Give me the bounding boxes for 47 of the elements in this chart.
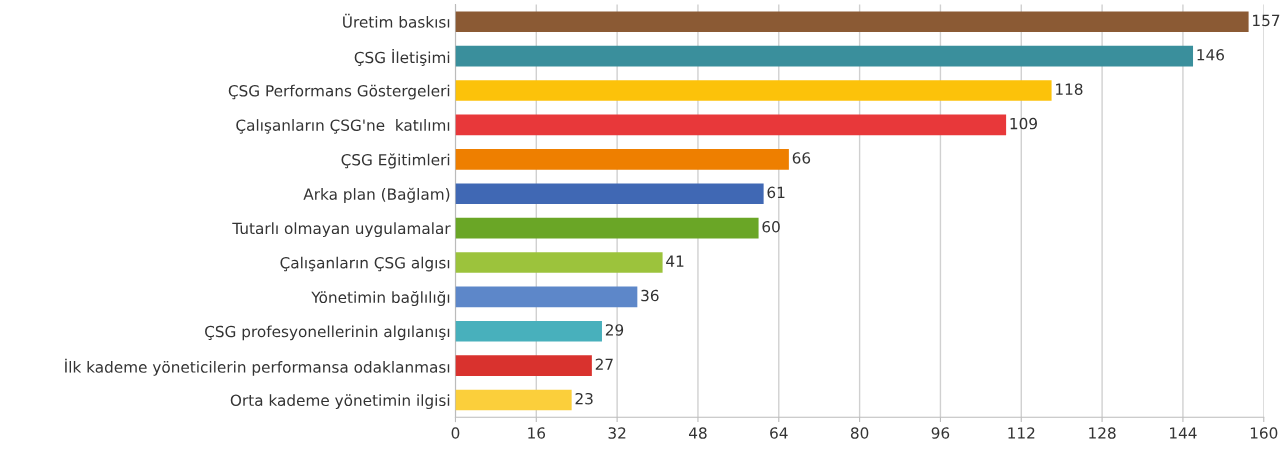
- x-tick-label: 32: [608, 427, 626, 439]
- data-label: 41: [666, 255, 684, 267]
- x-tick-label: 144: [1170, 427, 1197, 439]
- data-label: 29: [605, 324, 624, 336]
- y-tick-label: Çalışanların ÇSG'ne katılımı: [236, 119, 450, 134]
- y-tick-label: Tutarlı olmayan uygulamalar: [232, 222, 451, 238]
- x-tick-label: 160: [1250, 427, 1278, 439]
- y-tick-label: ÇSG Performans Göstergeleri: [228, 84, 450, 100]
- bar: [455, 286, 638, 308]
- x-tick-label: 128: [1089, 427, 1116, 439]
- bar: [455, 80, 1052, 101]
- data-label: 109: [1010, 117, 1037, 130]
- y-tick-label: Arka plan (Bağlam): [303, 187, 450, 203]
- x-tick-label: 48: [688, 427, 707, 439]
- data-label: 118: [1056, 83, 1083, 95]
- y-tick-label: Orta kademe yönetimin ilgisi: [230, 394, 450, 410]
- bar: [455, 252, 663, 273]
- data-label: 146: [1197, 49, 1225, 61]
- bar: [455, 114, 1007, 136]
- y-tick-label: ÇSG Eğitimleri: [341, 153, 450, 169]
- bar: [455, 355, 592, 376]
- y-tick-label: Yönetimin bağlılığı: [311, 290, 450, 307]
- bar: [455, 11, 1249, 33]
- data-label: 60: [762, 220, 780, 233]
- bar: [455, 320, 602, 342]
- x-tick-label: 16: [528, 427, 546, 439]
- x-tick-label: 64: [770, 427, 788, 439]
- y-tick-label: İlk kademe yöneticilerin performansa odaklanması: [65, 358, 450, 376]
- y-tick-label: ÇSG İletişimi: [354, 49, 450, 66]
- data-label: 61: [767, 186, 785, 199]
- data-label: 157: [1253, 14, 1280, 27]
- y-tick-label: Üretim baskısı: [343, 13, 450, 28]
- bar: [455, 149, 789, 170]
- x-tick-label: 96: [931, 427, 950, 439]
- data-label: 27: [595, 358, 613, 370]
- data-label: 66: [792, 152, 811, 164]
- y-tick-label: Çalışanların ÇSG algısı: [280, 256, 450, 272]
- x-tick-label: 0: [451, 427, 460, 439]
- data-label: 36: [641, 289, 659, 302]
- x-tick-label: 80: [850, 427, 869, 439]
- x-tick-label: 112: [1008, 427, 1035, 439]
- data-label: 23: [575, 392, 593, 405]
- bar: [455, 217, 759, 239]
- bar: [455, 45, 1194, 67]
- y-tick-label: ÇSG profesyonellerinin algılanışı: [205, 325, 450, 341]
- bar: [455, 183, 764, 205]
- bar: [455, 389, 572, 411]
